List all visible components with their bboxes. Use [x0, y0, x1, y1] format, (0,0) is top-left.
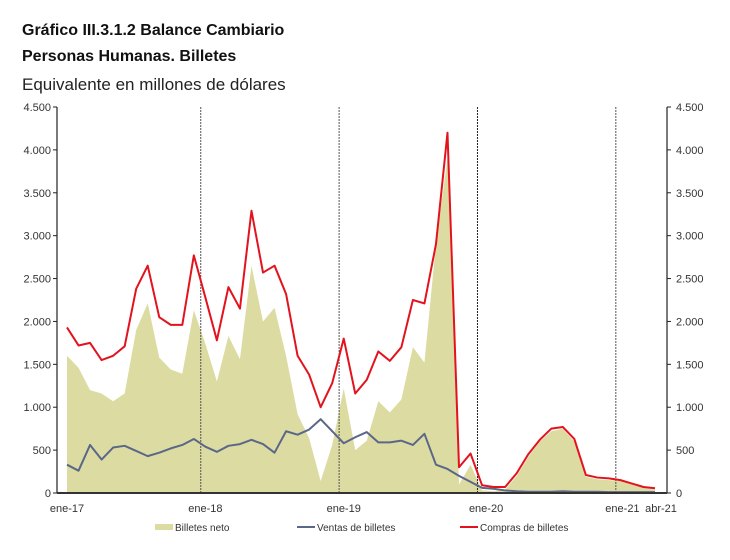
- left-y-tick-label: 1.000: [23, 402, 51, 414]
- x-tick-label: ene-19: [327, 503, 361, 515]
- legend-label: Compras de billetes: [480, 523, 568, 534]
- left-y-tick-label: 4.000: [23, 145, 51, 157]
- series-area-billetes-neto: [67, 158, 656, 493]
- right-y-tick-label: 2.000: [676, 316, 704, 328]
- chart-subtitle: Equivalente en millones de dólares: [22, 75, 286, 94]
- chart-title-line1: Gráfico III.3.1.2 Balance Cambiario: [22, 22, 285, 39]
- left-y-tick-label: 500: [33, 445, 51, 457]
- legend-label: Billetes neto: [175, 523, 230, 534]
- x-tick-label: ene-18: [188, 503, 222, 515]
- left-y-tick-label: 4.500: [23, 102, 51, 114]
- right-y-tick-label: 1.000: [676, 402, 704, 414]
- left-y-tick-label: 3.000: [23, 231, 51, 243]
- left-y-tick-label: 1.500: [23, 359, 51, 371]
- series-line-ventas: [66, 418, 656, 494]
- right-y-tick-label: 3.000: [676, 231, 704, 243]
- left-y-tick-label: 2.000: [23, 316, 51, 328]
- series-line-compras: [66, 131, 656, 490]
- x-tick-label: abr-21: [645, 503, 677, 515]
- right-y-tick-label: 500: [676, 445, 694, 457]
- x-tick-label: ene-20: [469, 503, 503, 515]
- legend-swatch-area: [155, 524, 173, 530]
- left-y-tick-label: 2.500: [23, 274, 51, 286]
- left-y-tick-label: 3.500: [23, 188, 51, 200]
- x-tick-label: ene-17: [50, 503, 84, 515]
- chart-title-line2: Personas Humanas. Billetes: [22, 48, 237, 65]
- right-y-tick-label: 1.500: [676, 359, 704, 371]
- right-y-tick-label: 4.500: [676, 102, 704, 114]
- left-y-tick-label: 0: [45, 488, 51, 500]
- legend-label: Ventas de billetes: [317, 523, 395, 534]
- right-y-tick-label: 0: [676, 488, 682, 500]
- right-y-tick-label: 4.000: [676, 145, 704, 157]
- right-y-tick-label: 2.500: [676, 274, 704, 286]
- right-y-tick-label: 3.500: [676, 188, 704, 200]
- x-tick-label: ene-21: [605, 503, 639, 515]
